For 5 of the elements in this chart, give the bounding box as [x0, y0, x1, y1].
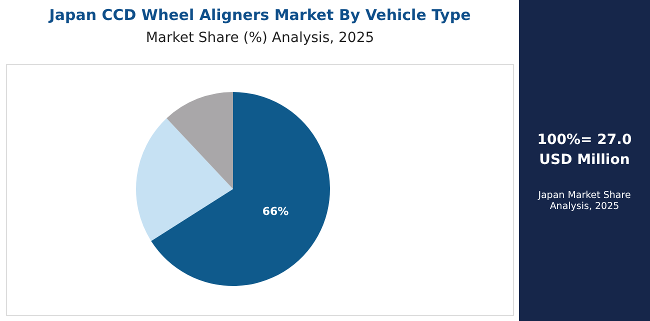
chart-subtitle: Market Share (%) Analysis, 2025 [144, 30, 376, 46]
text: 100%= 27.0 USD Million [536, 131, 633, 170]
text: Japan Market Share Analysis, 2025 [536, 190, 632, 212]
chart-title: Japan CCD Wheel Aligners Market By Vehicle Type [47, 6, 472, 24]
data-label: 66% [262, 205, 289, 218]
